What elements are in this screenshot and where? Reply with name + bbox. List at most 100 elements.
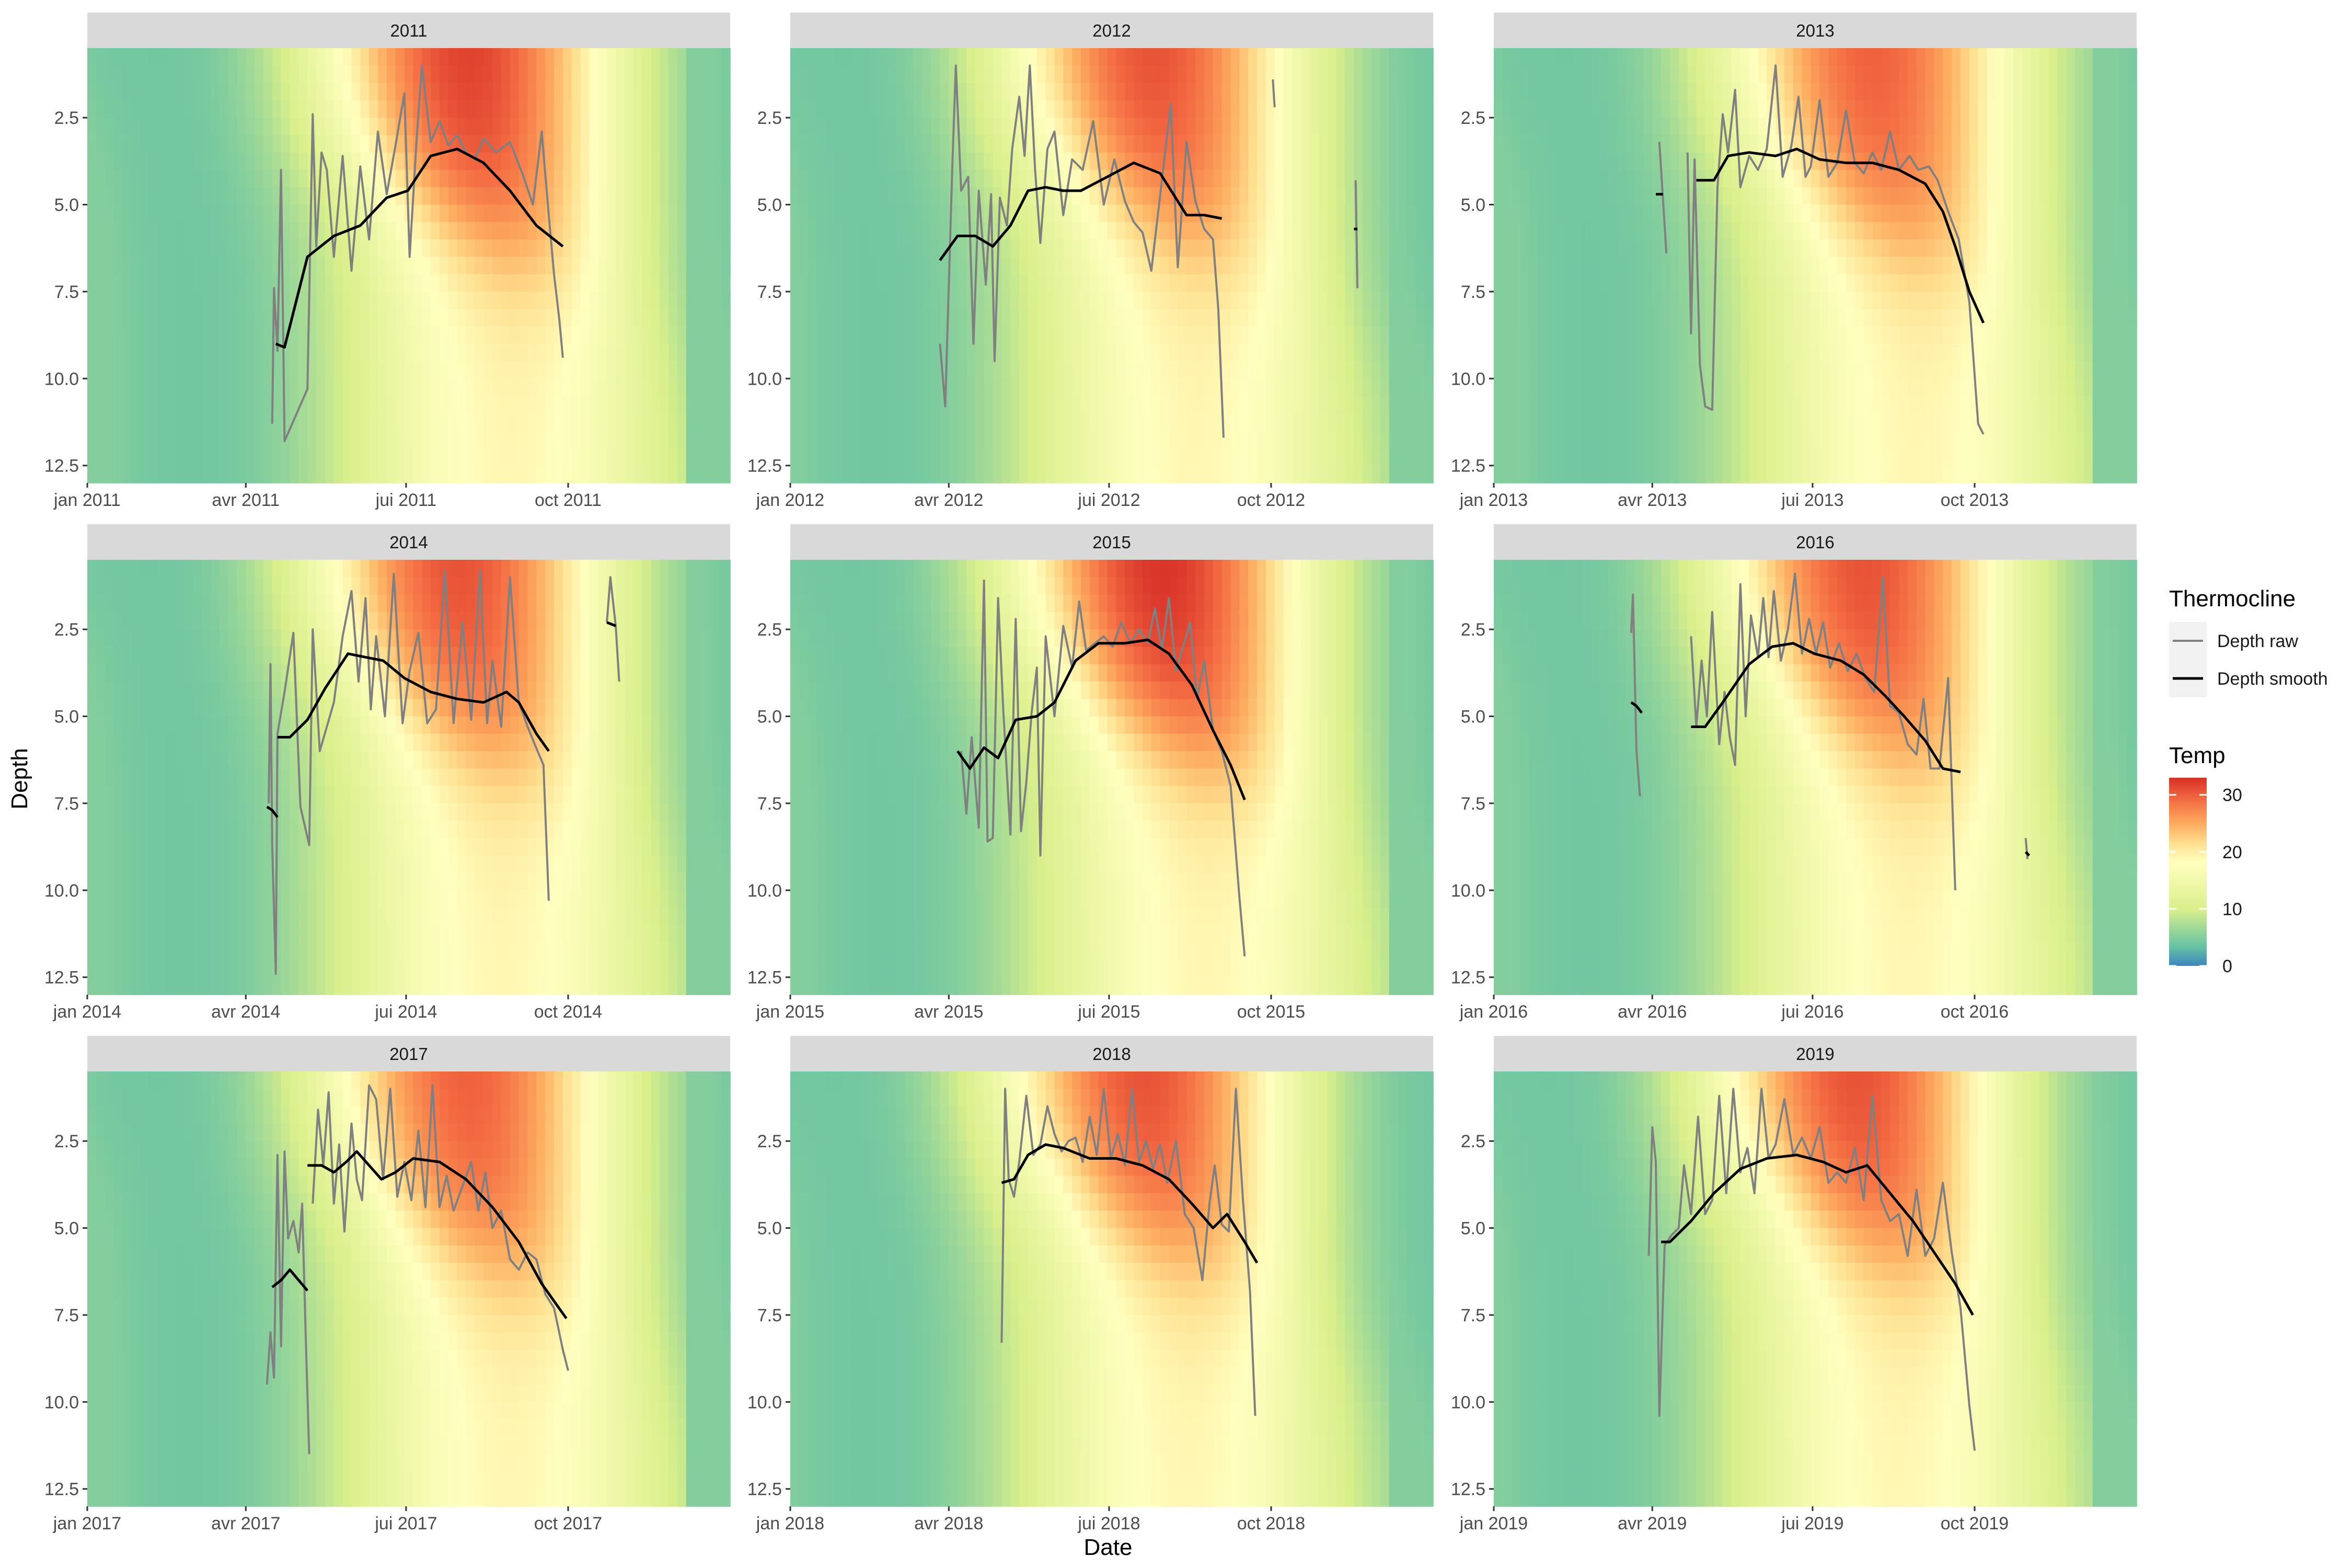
heatmap-cell <box>913 309 923 327</box>
heatmap-cell <box>536 309 546 327</box>
heatmap-cell <box>1204 118 1214 136</box>
heatmap-cell <box>237 257 247 275</box>
heatmap-cell <box>1617 83 1627 101</box>
heatmap-cell <box>1872 309 1882 327</box>
heatmap-cell <box>1089 257 1099 275</box>
heatmap-cell <box>1705 118 1715 136</box>
heatmap-cell <box>1828 291 1838 309</box>
heatmap-cell <box>466 431 476 449</box>
heatmap-cell <box>615 169 625 188</box>
heatmap-cell <box>589 361 599 379</box>
heatmap-cell <box>492 187 502 205</box>
heatmap-cell <box>1582 448 1592 466</box>
heatmap-cell <box>931 187 941 205</box>
heatmap-cell <box>1854 118 1864 136</box>
heatmap-cell <box>1125 48 1134 66</box>
heatmap-cell <box>651 187 661 205</box>
heatmap-cell <box>1028 361 1037 379</box>
heatmap-cell <box>351 152 361 170</box>
heatmap-cell <box>1195 152 1205 170</box>
heatmap-cell <box>351 361 361 379</box>
heatmap-cell <box>966 152 976 170</box>
heatmap-cell <box>1705 135 1715 153</box>
heatmap-cell <box>1160 257 1170 275</box>
heatmap-cell <box>290 413 299 431</box>
heatmap-cell <box>1107 83 1117 101</box>
heatmap-cell <box>316 361 326 379</box>
heatmap-cell <box>931 309 941 327</box>
heatmap-cell <box>1749 378 1759 397</box>
heatmap-cell <box>651 396 661 414</box>
heatmap-cell <box>1310 118 1319 136</box>
heatmap-cell <box>228 135 238 153</box>
heatmap-cell <box>246 169 255 188</box>
heatmap-cell <box>307 83 317 101</box>
heatmap-cell <box>422 257 431 275</box>
heatmap-cell <box>1107 465 1117 483</box>
heatmap-cell <box>1784 413 1794 431</box>
heatmap-cell <box>905 343 914 362</box>
heatmap-cell <box>1916 257 1926 275</box>
heatmap-cell <box>668 48 678 66</box>
heatmap-cell <box>677 222 687 240</box>
heatmap-cell <box>1669 48 1679 66</box>
heatmap-cell <box>1081 48 1090 66</box>
heatmap-cell <box>843 204 852 223</box>
heatmap-cell <box>887 239 896 258</box>
heatmap-cell <box>1354 343 1364 362</box>
heatmap-cell <box>272 100 282 118</box>
heatmap-cell <box>263 118 273 136</box>
heatmap-cell <box>1001 83 1011 101</box>
heatmap-cell <box>651 343 661 362</box>
heatmap-cell <box>413 274 423 292</box>
heatmap-cell <box>518 326 528 344</box>
heatmap-cell <box>475 48 485 66</box>
heatmap-cell <box>1731 431 1741 449</box>
heatmap-cell <box>219 326 229 344</box>
heatmap-cell <box>704 257 713 275</box>
heatmap-cell <box>1863 413 1873 431</box>
heatmap-cell <box>816 274 826 292</box>
heatmap-cell <box>1415 396 1425 414</box>
heatmap-cell <box>1617 118 1627 136</box>
heatmap-cell <box>913 204 923 223</box>
heatmap-cell <box>1872 257 1882 275</box>
heatmap-cell <box>378 204 387 223</box>
heatmap-cell <box>1107 187 1117 205</box>
heatmap-cell <box>825 378 835 397</box>
heatmap-cell <box>1846 343 1855 362</box>
heatmap-cell <box>148 291 158 309</box>
heatmap-cell <box>975 326 985 344</box>
heatmap-cell <box>237 135 247 153</box>
heatmap-cell <box>931 65 941 84</box>
heatmap-cell <box>422 431 431 449</box>
heatmap-cell <box>922 65 932 84</box>
heatmap-cell <box>193 239 202 258</box>
heatmap-cell <box>1652 83 1662 101</box>
heatmap-cell <box>1881 326 1891 344</box>
heatmap-cell <box>834 118 844 136</box>
heatmap-cell <box>799 257 809 275</box>
heatmap-cell <box>1363 343 1372 362</box>
heatmap-cell <box>808 326 817 344</box>
heatmap-cell <box>1634 309 1644 327</box>
heatmap-cell <box>1116 274 1126 292</box>
heatmap-cell <box>1265 361 1275 379</box>
heatmap-cell <box>113 48 123 66</box>
heatmap-cell <box>1811 413 1820 431</box>
heatmap-cell <box>1089 48 1099 66</box>
heatmap-cell <box>140 169 149 188</box>
heatmap-cell <box>202 118 211 136</box>
heatmap-cell <box>1169 83 1179 101</box>
heatmap-cell <box>834 396 844 414</box>
heatmap-cell <box>290 83 299 101</box>
heatmap-cell <box>1063 204 1073 223</box>
heatmap-cell <box>1169 326 1179 344</box>
heatmap-cell <box>202 83 211 101</box>
heatmap-cell <box>1301 378 1310 397</box>
heatmap-cell <box>140 239 149 258</box>
heatmap-cell <box>510 239 520 258</box>
heatmap-cell <box>799 274 809 292</box>
heatmap-cell <box>1511 169 1521 188</box>
heatmap-cell <box>799 448 809 466</box>
